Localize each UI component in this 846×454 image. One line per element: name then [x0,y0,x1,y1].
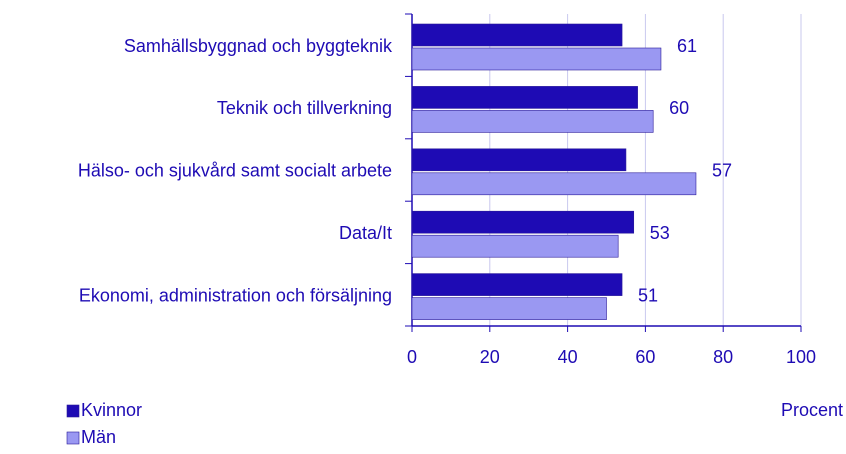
bar [411,172,697,196]
x-tick-label: 0 [407,347,417,367]
annotation: 61 [677,36,697,56]
x-tick-label: 20 [480,347,500,367]
y-tick-label: Samhällsbyggnad och byggteknik [124,36,393,56]
annotation: 53 [650,223,670,243]
x-tick-label: 80 [713,347,733,367]
y-tick-label: Data/It [339,223,392,243]
bar [411,210,635,234]
legend-label: Män [81,427,116,447]
bar [411,23,623,47]
x-tick-label: 40 [558,347,578,367]
bar [411,110,654,133]
x-tick-label: 100 [786,347,816,367]
bar [411,273,623,296]
legend-swatch [66,404,80,418]
bar [411,47,662,71]
bar [411,234,619,258]
legend-label: Kvinnor [81,400,142,420]
bar [411,148,627,172]
x-tick-label: 60 [635,347,655,367]
annotation: 51 [638,285,658,305]
y-tick-label: Hälso- och sjukvård samt socialt arbete [78,161,392,181]
y-tick-label: Ekonomi, administration och försäljning [79,285,392,305]
annotation: 60 [669,98,689,118]
bar [411,297,607,320]
legend-swatch [66,431,80,445]
x-axis-label: Procent [781,400,843,420]
bar [411,86,638,109]
y-tick-label: Teknik och tillverkning [217,98,392,118]
annotation: 57 [712,161,732,181]
